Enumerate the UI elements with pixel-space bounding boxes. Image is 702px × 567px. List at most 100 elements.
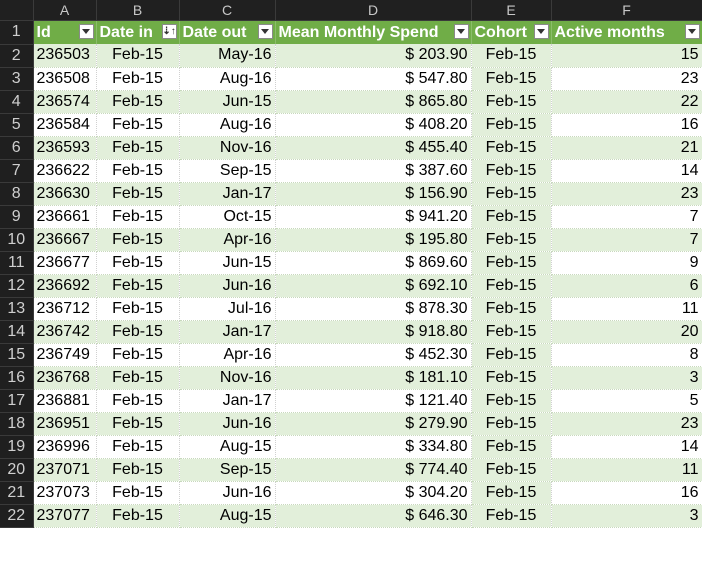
- cell-date-in[interactable]: Feb-15: [96, 274, 180, 298]
- row-number[interactable]: 3: [0, 67, 34, 91]
- cell-date-in[interactable]: Feb-15: [96, 389, 180, 413]
- filter-dropdown-icon[interactable]: [257, 24, 273, 39]
- filter-dropdown-icon[interactable]: [533, 24, 549, 39]
- cell-date-out[interactable]: Aug-16: [179, 113, 276, 137]
- row-number[interactable]: 14: [0, 320, 34, 344]
- cell-date-out[interactable]: Apr-16: [179, 228, 276, 252]
- cell-mean-monthly-spend[interactable]: $ 334.80: [275, 435, 472, 459]
- cell-cohort[interactable]: Feb-15: [471, 435, 552, 459]
- cell-date-out[interactable]: Nov-16: [179, 366, 276, 390]
- cell-mean-monthly-spend[interactable]: $ 203.90: [275, 44, 472, 68]
- row-number[interactable]: 18: [0, 412, 34, 436]
- column-header-f[interactable]: F: [551, 0, 702, 21]
- cell-date-in[interactable]: Feb-15: [96, 90, 180, 114]
- filter-dropdown-icon[interactable]: [684, 24, 700, 39]
- row-number[interactable]: 22: [0, 504, 34, 528]
- row-number[interactable]: 19: [0, 435, 34, 459]
- header-active-months[interactable]: Active months: [551, 20, 702, 44]
- row-number[interactable]: 9: [0, 205, 34, 229]
- cell-active-months[interactable]: 8: [551, 343, 702, 367]
- cell-cohort[interactable]: Feb-15: [471, 297, 552, 321]
- cell-date-out[interactable]: Aug-15: [179, 435, 276, 459]
- cell-active-months[interactable]: 14: [551, 159, 702, 183]
- cell-mean-monthly-spend[interactable]: $ 156.90: [275, 182, 472, 206]
- cell-id[interactable]: 236742: [33, 320, 97, 344]
- cell-id[interactable]: 236749: [33, 343, 97, 367]
- cell-date-out[interactable]: Nov-16: [179, 136, 276, 160]
- cell-mean-monthly-spend[interactable]: $ 547.80: [275, 67, 472, 91]
- header-id[interactable]: Id: [33, 20, 97, 44]
- cell-active-months[interactable]: 16: [551, 481, 702, 505]
- cell-id[interactable]: 236622: [33, 159, 97, 183]
- cell-id[interactable]: 236951: [33, 412, 97, 436]
- cell-active-months[interactable]: 23: [551, 67, 702, 91]
- cell-date-out[interactable]: Jan-17: [179, 320, 276, 344]
- cell-date-out[interactable]: Jun-15: [179, 251, 276, 275]
- cell-cohort[interactable]: Feb-15: [471, 159, 552, 183]
- cell-mean-monthly-spend[interactable]: $ 455.40: [275, 136, 472, 160]
- header-date-out[interactable]: Date out: [179, 20, 276, 44]
- header-mean-monthly-spend[interactable]: Mean Monthly Spend: [275, 20, 472, 44]
- cell-date-out[interactable]: Jun-15: [179, 90, 276, 114]
- cell-id[interactable]: 237077: [33, 504, 97, 528]
- cell-cohort[interactable]: Feb-15: [471, 481, 552, 505]
- cell-date-out[interactable]: Jun-16: [179, 481, 276, 505]
- cell-active-months[interactable]: 3: [551, 366, 702, 390]
- cell-cohort[interactable]: Feb-15: [471, 320, 552, 344]
- cell-date-in[interactable]: Feb-15: [96, 67, 180, 91]
- cell-mean-monthly-spend[interactable]: $ 452.30: [275, 343, 472, 367]
- cell-date-out[interactable]: Aug-16: [179, 67, 276, 91]
- cell-cohort[interactable]: Feb-15: [471, 274, 552, 298]
- cell-cohort[interactable]: Feb-15: [471, 366, 552, 390]
- cell-date-in[interactable]: Feb-15: [96, 113, 180, 137]
- cell-cohort[interactable]: Feb-15: [471, 90, 552, 114]
- cell-date-out[interactable]: Sep-15: [179, 458, 276, 482]
- cell-active-months[interactable]: 11: [551, 297, 702, 321]
- column-header-a[interactable]: A: [33, 0, 97, 21]
- cell-active-months[interactable]: 15: [551, 44, 702, 68]
- cell-mean-monthly-spend[interactable]: $ 878.30: [275, 297, 472, 321]
- cell-date-out[interactable]: Jun-16: [179, 412, 276, 436]
- row-number[interactable]: 6: [0, 136, 34, 160]
- cell-active-months[interactable]: 6: [551, 274, 702, 298]
- cell-mean-monthly-spend[interactable]: $ 387.60: [275, 159, 472, 183]
- cell-date-in[interactable]: Feb-15: [96, 320, 180, 344]
- cell-mean-monthly-spend[interactable]: $ 918.80: [275, 320, 472, 344]
- cell-date-out[interactable]: Apr-16: [179, 343, 276, 367]
- cell-date-out[interactable]: Jan-17: [179, 182, 276, 206]
- cell-mean-monthly-spend[interactable]: $ 941.20: [275, 205, 472, 229]
- cell-mean-monthly-spend[interactable]: $ 279.90: [275, 412, 472, 436]
- cell-cohort[interactable]: Feb-15: [471, 113, 552, 137]
- cell-cohort[interactable]: Feb-15: [471, 228, 552, 252]
- row-number[interactable]: 2: [0, 44, 34, 68]
- row-number[interactable]: 8: [0, 182, 34, 206]
- row-number[interactable]: 17: [0, 389, 34, 413]
- column-header-d[interactable]: D: [275, 0, 472, 21]
- cell-cohort[interactable]: Feb-15: [471, 67, 552, 91]
- cell-id[interactable]: 236661: [33, 205, 97, 229]
- row-number[interactable]: 16: [0, 366, 34, 390]
- cell-date-out[interactable]: Sep-15: [179, 159, 276, 183]
- cell-date-out[interactable]: Aug-15: [179, 504, 276, 528]
- cell-date-in[interactable]: Feb-15: [96, 228, 180, 252]
- cell-id[interactable]: 236503: [33, 44, 97, 68]
- cell-active-months[interactable]: 16: [551, 113, 702, 137]
- column-header-b[interactable]: B: [96, 0, 180, 21]
- cell-active-months[interactable]: 7: [551, 228, 702, 252]
- cell-mean-monthly-spend[interactable]: $ 774.40: [275, 458, 472, 482]
- cell-mean-monthly-spend[interactable]: $ 692.10: [275, 274, 472, 298]
- cell-cohort[interactable]: Feb-15: [471, 44, 552, 68]
- row-number[interactable]: 4: [0, 90, 34, 114]
- cell-active-months[interactable]: 21: [551, 136, 702, 160]
- cell-date-in[interactable]: Feb-15: [96, 412, 180, 436]
- cell-date-out[interactable]: May-16: [179, 44, 276, 68]
- row-number[interactable]: 5: [0, 113, 34, 137]
- filter-dropdown-icon[interactable]: [453, 24, 469, 39]
- cell-id[interactable]: 237073: [33, 481, 97, 505]
- cell-active-months[interactable]: 23: [551, 182, 702, 206]
- row-number[interactable]: 20: [0, 458, 34, 482]
- cell-cohort[interactable]: Feb-15: [471, 389, 552, 413]
- cell-id[interactable]: 236630: [33, 182, 97, 206]
- cell-date-out[interactable]: Jun-16: [179, 274, 276, 298]
- cell-id[interactable]: 236677: [33, 251, 97, 275]
